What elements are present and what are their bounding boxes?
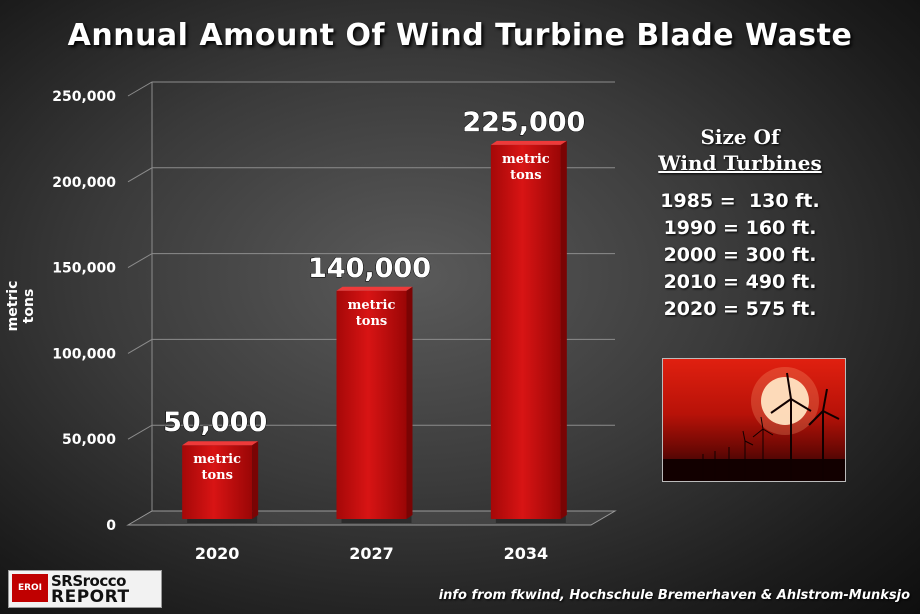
bar-side <box>252 441 259 519</box>
logo-line2: REPORT <box>51 587 130 607</box>
y-tick-label: 200,000 <box>52 175 116 191</box>
srsrocco-report-logo: EROI SRSrocco REPORT <box>8 570 162 608</box>
bar-top <box>182 441 259 446</box>
bar-group <box>336 286 413 523</box>
logo-line1: SRSrocco <box>51 572 126 590</box>
bar-top <box>490 140 567 145</box>
turbine-size-item: 2020 = 575 ft. <box>663 298 817 320</box>
eroi-badge: EROI <box>12 574 48 602</box>
bar-value-label: 140,000 <box>308 253 431 284</box>
y-tick-label: 150,000 <box>52 261 116 277</box>
turbine-size-item: 2000 = 300 ft. <box>663 244 817 266</box>
bar-inner-label: metric <box>348 298 396 313</box>
turbine-size-title-line1: Size Of <box>700 125 780 149</box>
bar <box>336 290 407 519</box>
turbine-size-item: 1985 = 130 ft. <box>660 190 820 212</box>
turbine-size-panel: Size Of Wind Turbines 1985 = 130 ft. 199… <box>640 124 840 323</box>
bar-group <box>182 441 259 523</box>
x-category-label: 2020 <box>195 544 240 563</box>
bar-inner-label: metric <box>502 152 550 167</box>
bar-side <box>406 286 413 519</box>
y-tick-label: 0 <box>106 518 116 534</box>
bar-value-label: 225,000 <box>462 107 585 138</box>
chart-title: Annual Amount Of Wind Turbine Blade Wast… <box>67 18 853 53</box>
bar <box>182 445 253 519</box>
bar-inner-label: metric <box>193 452 241 467</box>
bar-inner-label: tons <box>356 314 387 329</box>
bar-side <box>560 140 567 519</box>
bar-group <box>490 140 567 523</box>
x-category-label: 2034 <box>504 544 549 563</box>
wind-turbine-sunset-photo <box>662 358 846 482</box>
turbine-size-item: 1990 = 160 ft. <box>663 217 817 239</box>
source-credit: info from fkwind, Hochschule Bremerhaven… <box>438 588 910 603</box>
y-tick-label: 50,000 <box>62 432 116 448</box>
y-tick-label: 100,000 <box>52 346 116 362</box>
turbine-size-item: 2010 = 490 ft. <box>663 271 817 293</box>
bar-top <box>336 286 413 291</box>
bar <box>490 144 561 519</box>
x-category-label: 2027 <box>349 544 394 563</box>
gridline <box>127 81 615 97</box>
y-tick-label: 250,000 <box>52 89 116 105</box>
bar-inner-label: tons <box>510 168 541 183</box>
bar-inner-label: tons <box>201 468 232 483</box>
turbine-size-title-line2: Wind Turbines <box>658 151 822 175</box>
y-axis-label: metric tons <box>5 280 37 332</box>
bar-value-label: 50,000 <box>163 407 267 438</box>
